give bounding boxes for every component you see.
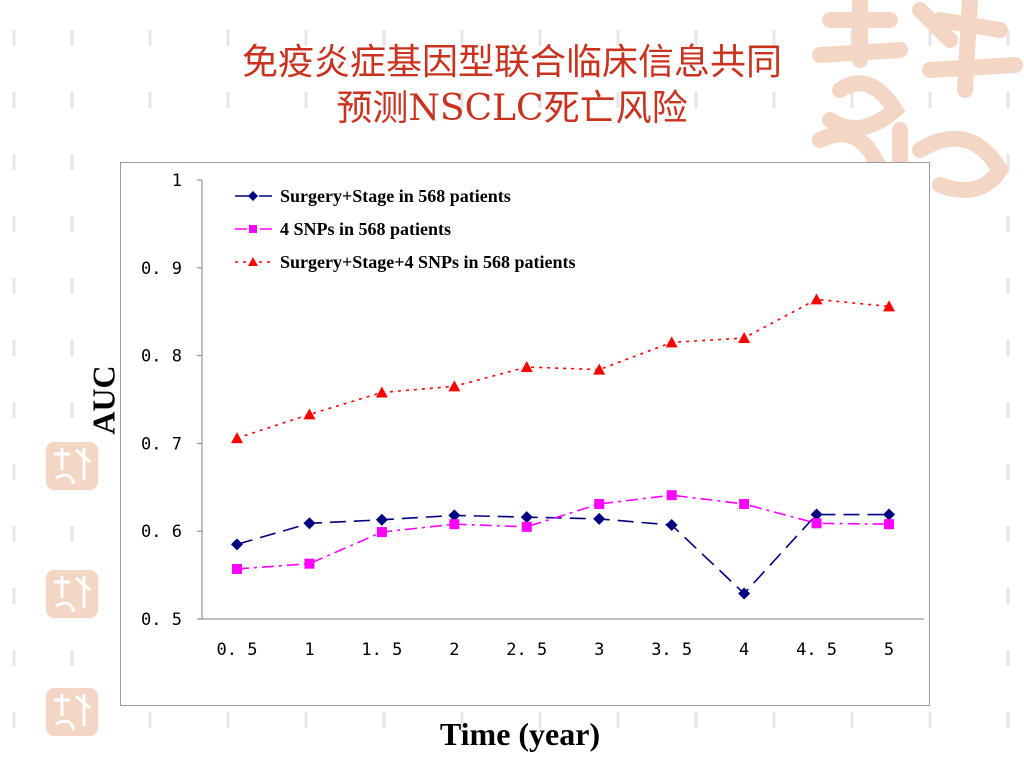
decorative-calligraphy-seal [812, 0, 1023, 198]
y-tick-label: 0. 5 [141, 610, 182, 630]
slide-title: 免疫炎症基因型联合临床信息共同 预测NSCLC死亡风险 [150, 40, 874, 132]
x-tick-label: 4. 5 [796, 640, 837, 660]
series-2-point [449, 519, 460, 530]
x-tick-label: 3 [594, 640, 604, 660]
chart-area-frame [120, 162, 930, 706]
series-1-point [810, 508, 823, 521]
series-1-point [593, 512, 606, 525]
y-tick-label: 0. 9 [141, 259, 182, 279]
small-seal-3 [46, 688, 98, 736]
x-tick-label: 5 [884, 640, 894, 660]
series-2-point [304, 558, 315, 569]
y-axis-label: AUC [84, 355, 124, 445]
series-1-point [883, 508, 895, 521]
x-tick-label: 2 [449, 640, 459, 660]
series-1-point [520, 511, 533, 524]
series-2-point [811, 518, 822, 529]
series-1-point [665, 519, 678, 532]
series-3-point [448, 380, 461, 392]
y-tick-label: 0. 8 [141, 347, 182, 367]
series-3-point [231, 432, 243, 444]
series-1-point [448, 509, 461, 522]
title-line-1: 免疫炎症基因型联合临床信息共同 [241, 42, 782, 83]
series-2-point [521, 521, 532, 532]
series-3-point [738, 332, 751, 344]
series-3-point [520, 361, 533, 373]
series-2-point [739, 498, 750, 509]
series-2-point [666, 490, 677, 501]
legend-label-2: 4 SNPs in 568 patients [280, 219, 451, 239]
series-2-point [232, 563, 242, 574]
small-seal-2 [46, 570, 98, 618]
legend-marker-2 [249, 225, 257, 233]
x-tick-label: 4 [739, 640, 749, 660]
y-tick-label: 0. 6 [141, 522, 182, 542]
series-3-point [593, 363, 606, 375]
series-3-point [883, 300, 895, 312]
legend-label-3: Surgery+Stage+4 SNPs in 568 patients [280, 252, 576, 272]
series-1-point [738, 587, 751, 600]
series-1-point [231, 538, 243, 551]
series-1-point [375, 513, 388, 526]
series-2-point [376, 527, 387, 538]
series-2-point [594, 498, 605, 509]
small-seal-1 [46, 442, 98, 490]
legend-marker-1 [248, 191, 258, 201]
series-2-point [884, 519, 894, 530]
series-line-3 [236, 298, 890, 439]
legend-label-1: Surgery+Stage in 568 patients [280, 186, 511, 206]
series-3-point [303, 408, 316, 420]
series-line-1 [236, 513, 889, 595]
legend-marker-3 [248, 257, 258, 266]
x-tick-label: 2. 5 [506, 640, 547, 660]
x-tick-label: 3. 5 [651, 640, 692, 660]
x-tick-label: 1 [304, 640, 314, 660]
series-1-point [303, 517, 316, 530]
y-axis-label-text: AUC [85, 365, 122, 435]
y-tick-label: 0. 7 [141, 434, 182, 454]
series-3-point [375, 386, 388, 398]
y-tick-label: 1 [172, 171, 182, 191]
x-tick-label: 0. 5 [217, 640, 258, 660]
series-3-point [665, 336, 678, 348]
x-axis-label: Time (year) [439, 716, 601, 752]
series-line-2 [236, 494, 890, 570]
x-tick-label: 1. 5 [361, 640, 402, 660]
series-3-point [810, 293, 823, 305]
title-line-2: 预测NSCLC死亡风险 [336, 88, 688, 129]
